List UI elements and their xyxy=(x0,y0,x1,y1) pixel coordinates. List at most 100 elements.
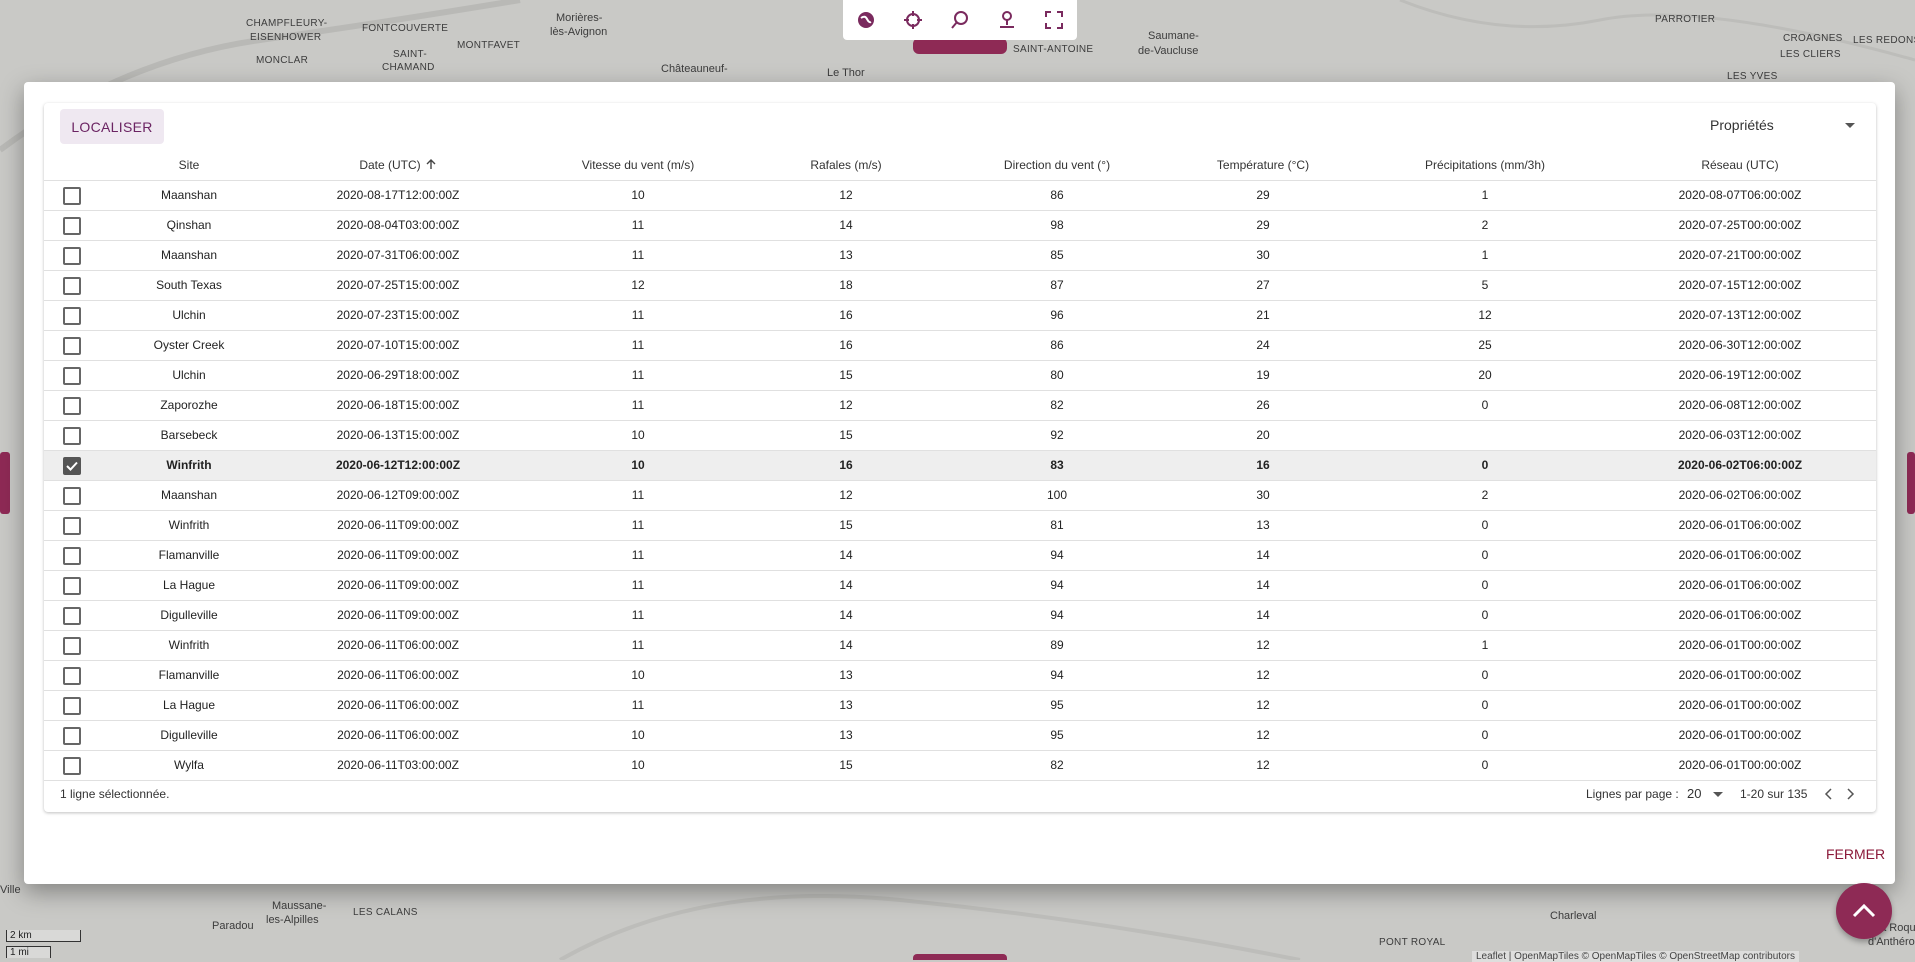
map-label: Charleval xyxy=(1550,910,1597,922)
rows-per-page[interactable]: 20 xyxy=(1687,786,1702,801)
table-row[interactable]: Maanshan 2020-06-12T09:00:00Z 11 12 100 30 2 20… xyxy=(44,480,1876,510)
table-row[interactable]: Qinshan 2020-08-04T03:00:00Z 11 14 98 29 2 2020… xyxy=(44,210,1876,240)
close-button[interactable]: FERMER xyxy=(1826,846,1886,862)
table-row[interactable]: Wylfa 2020-06-11T03:00:00Z 10 15 82 12 0 2020-0… xyxy=(44,750,1876,780)
row-checkbox[interactable] xyxy=(63,757,81,775)
table-cell: 2020-06-01T00:00:00Z xyxy=(1678,638,1802,652)
table-row[interactable]: Winfrith 2020-06-12T12:00:00Z 10 16 83 16 0 202… xyxy=(44,450,1876,480)
table-cell: Wylfa xyxy=(174,758,204,772)
row-checkbox[interactable] xyxy=(63,517,81,535)
table-row[interactable]: Ulchin 2020-07-23T15:00:00Z 11 16 96 21 12 2020… xyxy=(44,300,1876,330)
globe-icon[interactable] xyxy=(856,10,876,30)
row-checkbox[interactable] xyxy=(63,577,81,595)
column-header[interactable]: Rafales (m/s) xyxy=(810,158,882,172)
table-cell: 86 xyxy=(1050,338,1064,352)
prev-page[interactable] xyxy=(1824,788,1834,800)
column-header[interactable]: Réseau (UTC) xyxy=(1701,158,1779,172)
row-checkbox[interactable] xyxy=(63,187,81,205)
properties-select[interactable]: Propriétés xyxy=(1710,117,1774,133)
column-header[interactable]: Site xyxy=(178,158,200,172)
table-row[interactable]: Winfrith 2020-06-11T06:00:00Z 11 14 89 12 1 202… xyxy=(44,630,1876,660)
table-cell: Maanshan xyxy=(160,248,218,262)
table-row[interactable]: Maanshan 2020-07-31T06:00:00Z 11 13 85 30 1 202… xyxy=(44,240,1876,270)
row-checkbox[interactable] xyxy=(63,727,81,745)
row-checkbox[interactable] xyxy=(63,217,81,235)
table-cell: 12 xyxy=(1256,728,1270,742)
table-row[interactable]: Flamanville 2020-06-11T06:00:00Z 10 13 94 12 0… xyxy=(44,660,1876,690)
table-cell: Digulleville xyxy=(160,728,218,742)
table-row[interactable]: Maanshan 2020-08-17T12:00:00Z 10 12 86 29 1 202… xyxy=(44,180,1876,210)
table-row[interactable]: La Hague 2020-06-11T09:00:00Z 11 14 94 14 0 202… xyxy=(44,570,1876,600)
row-checkbox[interactable] xyxy=(63,427,81,445)
rows-dropdown-arrow[interactable] xyxy=(1713,792,1723,798)
table-row[interactable]: Winfrith 2020-06-11T09:00:00Z 11 15 81 13 0 202… xyxy=(44,510,1876,540)
table-cell: 2020-06-08T12:00:00Z xyxy=(1678,398,1802,412)
row-checkbox[interactable] xyxy=(63,397,81,415)
column-header[interactable]: Température (°C) xyxy=(1216,158,1310,172)
table-cell: 2 xyxy=(1481,488,1489,502)
table-card: LOCALISER Propriétés Site Date (UTC) Vites… xyxy=(44,103,1876,812)
dropdown-arrow[interactable] xyxy=(1844,122,1856,130)
table-cell: 2020-06-18T15:00:00Z xyxy=(336,398,460,412)
table-cell: 2020-07-25T15:00:00Z xyxy=(336,278,460,292)
search-icon[interactable] xyxy=(950,10,970,30)
map-label: Maussane- xyxy=(272,900,327,912)
table-cell: 10 xyxy=(631,668,645,682)
table-row[interactable]: La Hague 2020-06-11T06:00:00Z 11 13 95 12 0 202… xyxy=(44,690,1876,720)
table-cell: 13 xyxy=(1256,518,1270,532)
table-row[interactable]: Digulleville 2020-06-11T09:00:00Z 11 14 94 14… xyxy=(44,600,1876,630)
row-checkbox[interactable] xyxy=(63,247,81,265)
row-checkbox[interactable] xyxy=(63,487,81,505)
table-cell: 10 xyxy=(631,188,645,202)
row-checkbox[interactable] xyxy=(63,367,81,385)
table-row[interactable]: Digulleville 2020-06-11T06:00:00Z 10 13 95 12… xyxy=(44,720,1876,750)
table-row[interactable]: Oyster Creek 2020-07-10T15:00:00Z 11 16 86 24… xyxy=(44,330,1876,360)
table-cell: 12 xyxy=(1256,638,1270,652)
table-cell: 85 xyxy=(1050,248,1064,262)
pin-icon[interactable] xyxy=(997,10,1017,30)
table-row[interactable]: Barsebeck 2020-06-13T15:00:00Z 10 15 92 20 202… xyxy=(44,420,1876,450)
column-header[interactable]: Direction du vent (°) xyxy=(1003,158,1111,172)
table-cell: 0 xyxy=(1481,458,1489,472)
row-checkbox[interactable] xyxy=(63,457,81,475)
table-row[interactable]: South Texas 2020-07-25T15:00:00Z 12 18 87 27 5… xyxy=(44,270,1876,300)
table-cell: 2020-06-11T06:00:00Z xyxy=(337,728,459,742)
selection-count: 1 ligne sélectionnée. xyxy=(60,787,170,801)
table-cell: 94 xyxy=(1050,608,1064,622)
fullscreen-icon[interactable] xyxy=(1044,10,1064,30)
table-cell: 83 xyxy=(1050,458,1064,472)
row-checkbox[interactable] xyxy=(63,697,81,715)
table-cell: 11 xyxy=(631,548,645,562)
scroll-up-button[interactable] xyxy=(1836,883,1892,939)
column-header[interactable]: Vitesse du vent (m/s) xyxy=(581,158,695,172)
table-cell: 82 xyxy=(1050,398,1064,412)
table-cell: 82 xyxy=(1050,758,1064,772)
row-checkbox[interactable] xyxy=(63,667,81,685)
table-cell: 2 xyxy=(1481,218,1489,232)
table-row[interactable]: Zaporozhe 2020-06-18T15:00:00Z 11 12 82 26 0 20… xyxy=(44,390,1876,420)
table-cell: 21 xyxy=(1256,308,1270,322)
table-cell: 2020-06-01T06:00:00Z xyxy=(1678,518,1802,532)
row-checkbox[interactable] xyxy=(63,307,81,325)
locate-button[interactable]: LOCALISER xyxy=(60,109,164,144)
table-cell: 15 xyxy=(839,428,853,442)
column-header[interactable]: Précipitations (mm/3h) xyxy=(1424,158,1546,172)
column-header[interactable]: Date (UTC) xyxy=(258,150,538,180)
table-cell: 19 xyxy=(1256,368,1270,382)
table-row[interactable]: Flamanville 2020-06-11T09:00:00Z 11 14 94 14 0… xyxy=(44,540,1876,570)
table-cell: 10 xyxy=(631,428,645,442)
row-checkbox[interactable] xyxy=(63,637,81,655)
row-checkbox[interactable] xyxy=(63,607,81,625)
table-row[interactable]: Ulchin 2020-06-29T18:00:00Z 11 15 80 19 20 2020… xyxy=(44,360,1876,390)
row-checkbox[interactable] xyxy=(63,337,81,355)
table-cell: 29 xyxy=(1256,218,1270,232)
table-cell: 2020-06-12T09:00:00Z xyxy=(336,488,460,502)
check-mark xyxy=(66,461,78,471)
table-cell: 18 xyxy=(839,278,853,292)
map-label: SAINT- xyxy=(393,49,428,60)
row-checkbox[interactable] xyxy=(63,277,81,295)
locate-icon[interactable] xyxy=(903,10,923,30)
table-cell: Digulleville xyxy=(160,608,218,622)
row-checkbox[interactable] xyxy=(63,547,81,565)
next-page[interactable] xyxy=(1845,788,1855,800)
